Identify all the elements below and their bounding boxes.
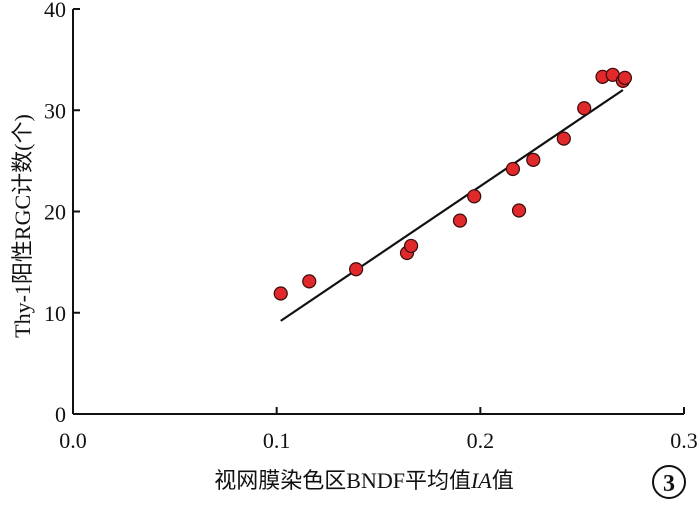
- x-axis-title-part: 视网膜染色区BNDF平均值: [214, 468, 471, 493]
- data-points: [273, 67, 633, 301]
- x-ticks: 0.0 0.1 0.2 0.3: [59, 407, 698, 453]
- data-point: [505, 161, 521, 177]
- data-point: [577, 101, 592, 116]
- x-axis-title-part: IA: [470, 468, 492, 493]
- y-axis-title: Thy-1阳性RGC计数(个): [10, 114, 35, 338]
- data-point: [273, 286, 288, 301]
- x-tick-label: 0.0: [59, 428, 87, 453]
- data-point: [302, 274, 317, 289]
- y-tick-label: 30: [44, 98, 66, 123]
- data-point: [467, 189, 482, 204]
- axes: [72, 9, 684, 415]
- y-tick-label: 10: [44, 301, 66, 326]
- data-point: [556, 131, 571, 146]
- panel-number: 3: [663, 471, 675, 497]
- x-tick-label: 0.3: [670, 428, 698, 453]
- data-point: [403, 238, 419, 254]
- x-axis-title-part: 值: [492, 468, 514, 493]
- y-ticks: 0 10 20 30 40: [44, 0, 80, 427]
- data-point: [511, 203, 527, 218]
- data-point: [526, 152, 541, 167]
- y-tick-label: 40: [44, 0, 66, 22]
- data-point: [452, 213, 468, 228]
- x-axis-title: 视网膜染色区BNDF平均值IA值: [214, 468, 513, 493]
- panel-number-badge: 3: [652, 465, 686, 499]
- y-tick-label: 20: [44, 200, 66, 225]
- data-point: [617, 70, 633, 85]
- regression-line: [280, 89, 624, 322]
- x-tick-label: 0.2: [467, 428, 495, 453]
- data-point: [348, 262, 364, 277]
- y-tick-label: 0: [55, 402, 66, 427]
- x-tick-label: 0.1: [263, 428, 291, 453]
